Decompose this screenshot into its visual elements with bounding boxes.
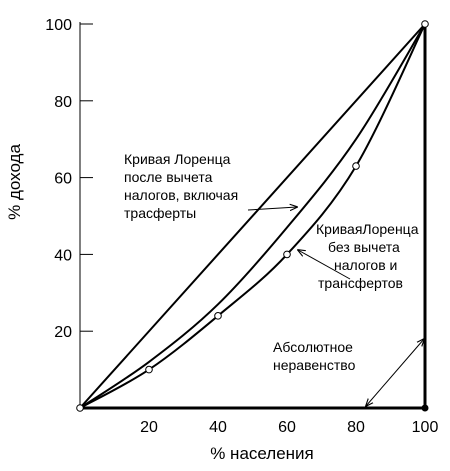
- annotation-after-taxes-line-4: трасферты: [124, 205, 196, 221]
- x-tick-label: 100: [412, 419, 439, 436]
- annotation-absolute-line-2: неравенство: [273, 357, 356, 373]
- origin-point: [76, 404, 84, 412]
- y-axis-label: % дохода: [5, 144, 24, 220]
- ticks-layer: 20 40 60 80 100 20 40 60 80 100: [45, 17, 438, 436]
- annotation-before-taxes-line-1: КриваяЛоренца: [316, 221, 419, 237]
- annotation-absolute: Абсолютное неравенство: [273, 339, 424, 406]
- annotation-absolute-arrow: [366, 339, 424, 406]
- point-lorenz-before-taxes: [352, 162, 360, 170]
- annotation-after-taxes-line-2: после вычета: [124, 169, 213, 185]
- y-tick-label: 80: [54, 94, 72, 111]
- x-axis-label: % населения: [210, 444, 314, 463]
- annotation-before-taxes-arrow: [298, 250, 351, 280]
- series-equality-line: [79, 23, 426, 409]
- point-lorenz-before-taxes: [214, 312, 222, 320]
- y-tick-label: 60: [54, 171, 72, 188]
- annotation-after-taxes-line-3: налогов, включая: [124, 187, 238, 203]
- y-tick-label: 20: [54, 324, 72, 341]
- annotation-before-taxes-line-4: трансфертов: [318, 275, 403, 291]
- x-tick-label: 80: [347, 419, 365, 436]
- series-lorenz-after-taxes: [79, 23, 426, 409]
- x-tick-label: 40: [209, 419, 227, 436]
- point-lorenz-before-taxes: [145, 365, 153, 374]
- annotation-after-taxes-arrow: [247, 207, 297, 210]
- end-point: [421, 20, 429, 28]
- point-lorenz-before-taxes: [283, 250, 291, 259]
- annotation-absolute-line-1: Абсолютное: [273, 339, 353, 355]
- x-tick-label: 60: [278, 419, 296, 436]
- absolute-inequality-corner: [421, 404, 429, 412]
- annotation-before-taxes: КриваяЛоренца без вычета налогов и транс…: [298, 221, 419, 291]
- y-tick-label: 40: [54, 247, 72, 264]
- y-tick-label: 100: [45, 17, 72, 34]
- x-tick-label: 20: [140, 419, 158, 436]
- annotation-before-taxes-line-2: без вычета: [328, 239, 400, 255]
- annotation-after-taxes: Кривая Лоренца после вычета налогов, вкл…: [124, 151, 297, 221]
- annotation-before-taxes-line-3: налогов и: [334, 257, 397, 273]
- annotation-after-taxes-line-1: Кривая Лоренца: [124, 151, 231, 167]
